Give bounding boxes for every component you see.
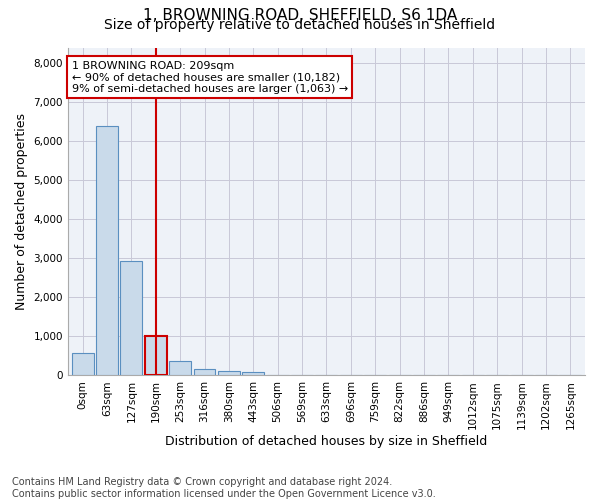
- Text: 1 BROWNING ROAD: 209sqm
← 90% of detached houses are smaller (10,182)
9% of semi: 1 BROWNING ROAD: 209sqm ← 90% of detache…: [71, 60, 348, 94]
- Bar: [169, 361, 191, 376]
- Bar: [194, 368, 215, 376]
- X-axis label: Distribution of detached houses by size in Sheffield: Distribution of detached houses by size …: [166, 434, 488, 448]
- Bar: [242, 372, 264, 376]
- Bar: [121, 262, 142, 376]
- Text: Contains HM Land Registry data © Crown copyright and database right 2024.
Contai: Contains HM Land Registry data © Crown c…: [12, 478, 436, 499]
- Bar: [96, 126, 118, 376]
- Y-axis label: Number of detached properties: Number of detached properties: [15, 113, 28, 310]
- Bar: [145, 336, 167, 376]
- Bar: [71, 353, 94, 376]
- Text: Size of property relative to detached houses in Sheffield: Size of property relative to detached ho…: [104, 18, 496, 32]
- Text: 1, BROWNING ROAD, SHEFFIELD, S6 1DA: 1, BROWNING ROAD, SHEFFIELD, S6 1DA: [143, 8, 457, 22]
- Bar: [218, 371, 240, 376]
